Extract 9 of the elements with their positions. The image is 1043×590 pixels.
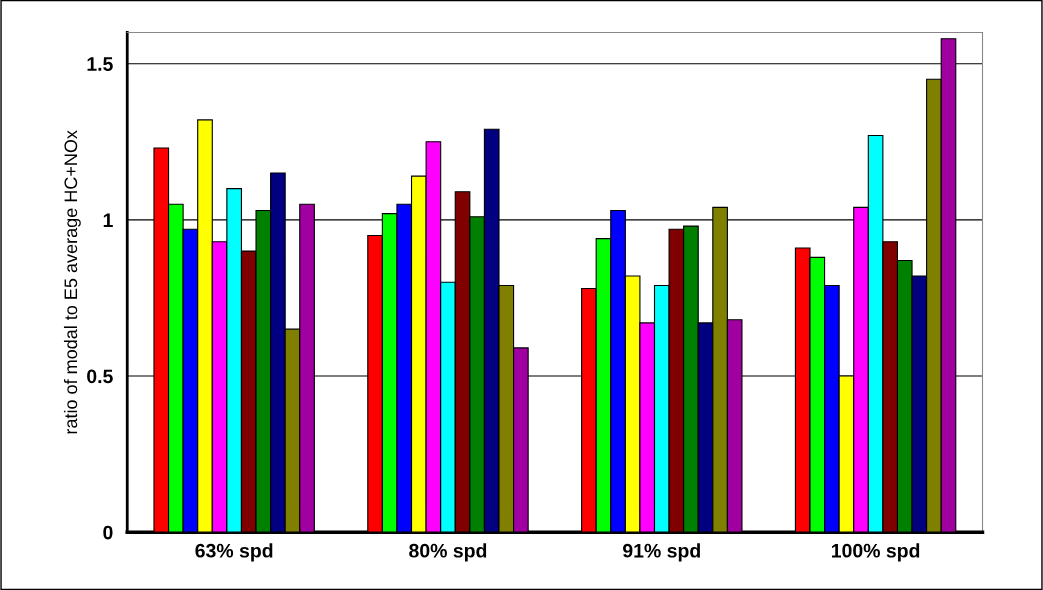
x-tick-label: 100% spd bbox=[831, 543, 920, 562]
y-tick-label: 0 bbox=[103, 525, 113, 540]
y-axis-title: ratio of modal to E5 average HC+NOx bbox=[63, 130, 81, 434]
x-tick-label: 63% spd bbox=[195, 543, 273, 562]
y-tick-label: 0.5 bbox=[87, 369, 113, 384]
y-tick-label: 1.5 bbox=[87, 57, 113, 71]
x-tick-label: 80% spd bbox=[409, 543, 487, 562]
x-tick-label: 91% spd bbox=[623, 543, 700, 562]
y-tick-label: 1 bbox=[103, 213, 113, 227]
